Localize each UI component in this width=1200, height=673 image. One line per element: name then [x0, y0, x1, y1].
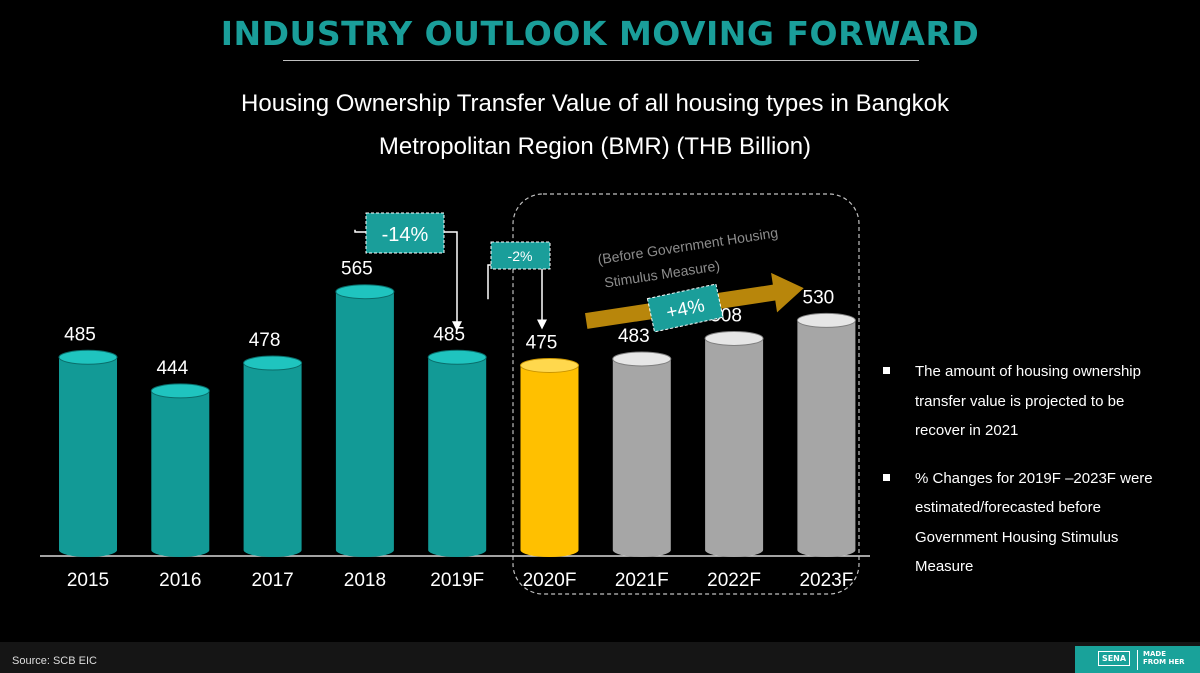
change-label: -14%: [382, 224, 429, 246]
x-tick-label: 2022F: [707, 570, 761, 591]
svg-text:(Before Government Housing: (Before Government Housing: [597, 224, 779, 267]
bar-2017: [243, 355, 303, 558]
x-tick-label: 2018: [344, 570, 386, 591]
sena-logo: SENA: [1098, 651, 1130, 666]
bullet-item: % Changes for 2019F –2023F were estimate…: [880, 464, 1180, 582]
bar-cap: [243, 355, 303, 371]
bar-cap: [796, 312, 856, 328]
x-tick-label: 2023F: [799, 570, 853, 591]
bar-body: [797, 320, 856, 558]
bar-2019F: [427, 349, 487, 558]
data-label: 444: [156, 358, 188, 379]
chart-title-line1: Housing Ownership Transfer Value of all …: [241, 90, 949, 117]
footer-bar: [0, 642, 1200, 673]
bar-cap: [58, 349, 118, 365]
bullet-square-icon: [883, 473, 890, 481]
x-tick-label: 2017: [251, 570, 293, 591]
arrowhead-icon: [537, 319, 547, 330]
change-arrow-2: [487, 264, 543, 326]
bar-cap: [150, 383, 210, 399]
bar-body: [520, 365, 579, 558]
x-tick-label: 2015: [67, 570, 109, 591]
bar-body: [243, 363, 302, 558]
change-badge-14: [365, 212, 445, 254]
data-label: 565: [341, 259, 373, 280]
bar-body: [612, 358, 671, 558]
data-label: 478: [249, 330, 281, 351]
data-label: 483: [618, 326, 650, 347]
x-tick-label: 2016: [159, 570, 201, 591]
data-label: 530: [803, 287, 835, 308]
change-badge-2: [490, 241, 551, 270]
growth-badge: +4%: [646, 283, 724, 333]
bar-body: [705, 338, 764, 558]
chart-title-line2: Metropolitan Region (BMR) (THB Billion): [378, 133, 812, 160]
bullet-list: The amount of housing ownership transfer…: [880, 357, 1180, 600]
data-label: 485: [433, 324, 465, 345]
bar-cap: [612, 351, 672, 367]
x-tick-label: 2021F: [615, 570, 669, 591]
bar-cap: [427, 349, 487, 365]
bar-2020F: [520, 358, 579, 558]
data-label: 475: [526, 333, 558, 354]
slide-title: INDUSTRY OUTLOOK MOVING FORWARD: [220, 14, 980, 53]
tagline-logo: MADE FROM HER: [1143, 650, 1185, 666]
source-note: Source: SCB EIC: [12, 655, 97, 667]
bullet-square-icon: [883, 367, 890, 374]
arrowhead-icon: [452, 321, 462, 332]
bar-2022F: [704, 330, 764, 558]
bar-chart: 485 2015 444 2016 478 2017 565 2018 485 2019F 475 2…: [40, 193, 870, 595]
bar-body: [151, 390, 210, 558]
bar-body: [59, 357, 117, 557]
title-divider: [283, 60, 919, 61]
bar-2023F: [796, 312, 856, 558]
x-tick-label: 2019F: [430, 570, 484, 591]
change-label: -2%: [508, 248, 533, 264]
x-tick-label: 2020F: [523, 570, 577, 591]
chart-title: Housing Ownership Transfer Value of all …: [150, 82, 1040, 168]
bar-2015: [58, 349, 118, 557]
bar-cap: [335, 284, 395, 300]
forecast-frame: [512, 193, 860, 595]
bullet-item: The amount of housing ownership transfer…: [880, 357, 1180, 446]
data-label: 485: [64, 324, 96, 345]
bar-body: [428, 357, 487, 558]
bar-2016: [150, 383, 210, 558]
bar-cap: [520, 358, 579, 373]
bar-body: [335, 291, 394, 558]
logo-divider: [1137, 650, 1138, 670]
bar-2021F: [612, 351, 672, 558]
bar-cap: [704, 330, 764, 346]
bar-2018: [335, 284, 395, 558]
